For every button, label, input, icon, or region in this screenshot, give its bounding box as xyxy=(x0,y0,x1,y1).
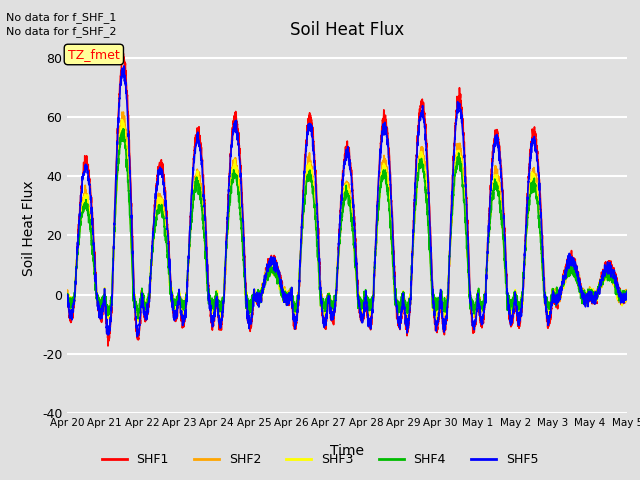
SHF5 xyxy=(120,63,127,69)
SHF3 xyxy=(220,299,228,305)
SHF4 xyxy=(184,273,191,278)
SHF5 xyxy=(570,259,578,264)
SHF4 xyxy=(134,316,142,322)
SHF5 xyxy=(403,316,410,322)
SHF1 xyxy=(220,295,228,301)
Line: SHF1: SHF1 xyxy=(67,54,627,346)
Text: TZ_fmet: TZ_fmet xyxy=(68,48,120,61)
SHF5 xyxy=(184,277,191,283)
SHF4 xyxy=(623,291,631,297)
SHF3 xyxy=(570,264,578,270)
X-axis label: Time: Time xyxy=(330,444,364,458)
Title: Soil Heat Flux: Soil Heat Flux xyxy=(290,21,404,39)
Text: No data for f_SHF_2: No data for f_SHF_2 xyxy=(6,26,117,37)
SHF5 xyxy=(134,334,141,339)
SHF3 xyxy=(623,288,631,294)
SHF4 xyxy=(119,126,127,132)
SHF5 xyxy=(623,295,631,301)
SHF1 xyxy=(104,343,112,349)
SHF1 xyxy=(412,165,420,170)
Legend: SHF1, SHF2, SHF3, SHF4, SHF5: SHF1, SHF2, SHF3, SHF4, SHF5 xyxy=(97,448,543,471)
SHF4 xyxy=(570,274,578,280)
SHF2 xyxy=(220,296,228,302)
Line: SHF5: SHF5 xyxy=(67,66,627,336)
SHF2 xyxy=(412,196,420,202)
SHF1 xyxy=(63,290,71,296)
SHF3 xyxy=(118,117,125,123)
SHF2 xyxy=(570,265,578,271)
SHF2 xyxy=(247,316,255,322)
SHF1 xyxy=(403,317,410,323)
SHF3 xyxy=(184,276,191,281)
Y-axis label: Soil Heat Flux: Soil Heat Flux xyxy=(22,180,36,276)
SHF3 xyxy=(623,292,631,298)
SHF1 xyxy=(120,51,127,57)
SHF2 xyxy=(623,296,631,302)
SHF1 xyxy=(623,292,631,298)
SHF2 xyxy=(63,294,71,300)
SHF4 xyxy=(220,293,228,299)
SHF2 xyxy=(184,283,191,288)
SHF1 xyxy=(184,277,191,283)
SHF4 xyxy=(412,198,420,204)
SHF4 xyxy=(623,291,631,297)
SHF1 xyxy=(570,255,578,261)
SHF5 xyxy=(220,297,228,302)
SHF1 xyxy=(623,291,631,297)
SHF5 xyxy=(63,292,71,298)
SHF3 xyxy=(63,291,71,297)
Line: SHF4: SHF4 xyxy=(67,129,627,319)
SHF2 xyxy=(120,109,127,115)
SHF3 xyxy=(412,194,420,200)
SHF5 xyxy=(623,288,631,294)
Line: SHF3: SHF3 xyxy=(67,120,627,321)
SHF5 xyxy=(412,169,420,175)
SHF3 xyxy=(134,318,142,324)
SHF4 xyxy=(403,302,410,308)
SHF3 xyxy=(403,308,410,314)
SHF2 xyxy=(403,308,410,313)
SHF4 xyxy=(63,293,71,299)
SHF2 xyxy=(623,287,631,292)
Text: No data for f_SHF_1: No data for f_SHF_1 xyxy=(6,12,116,23)
Line: SHF2: SHF2 xyxy=(67,112,627,319)
